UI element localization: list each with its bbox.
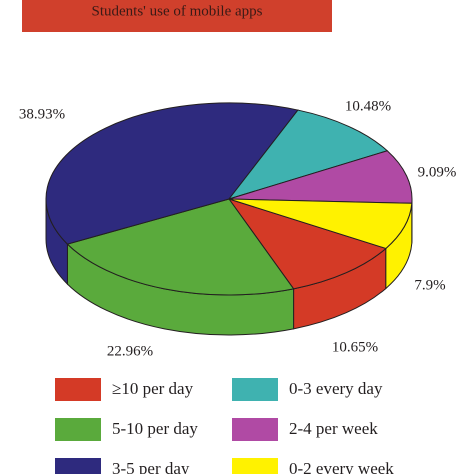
slice — [227, 109, 389, 200]
slice — [228, 150, 413, 204]
legend-label: ≥10 per day — [112, 379, 194, 398]
value-label: 22.96% — [107, 343, 153, 359]
slice — [227, 198, 387, 290]
slice — [45, 102, 299, 245]
value-label: 7.9% — [414, 277, 445, 293]
legend-label: 2-4 per week — [289, 419, 378, 438]
pie-tops — [45, 102, 413, 296]
value-labels: 10.65% 22.96% 38.93% 10.48% 9.09% 7.9% — [19, 98, 457, 359]
legend-swatch — [232, 378, 278, 401]
legend-swatch — [232, 418, 278, 441]
chart-title: Students' use of mobile apps — [91, 3, 262, 19]
value-label: 10.48% — [345, 98, 391, 114]
legend-swatch — [55, 458, 101, 474]
legend-swatch — [232, 458, 278, 474]
legend-label: 5-10 per day — [112, 419, 198, 438]
value-label: 10.65% — [332, 339, 378, 355]
legend-swatch — [55, 378, 101, 401]
slice — [228, 198, 413, 250]
value-label: 9.09% — [418, 164, 457, 180]
slice — [66, 198, 295, 296]
title-banner — [22, 0, 332, 32]
legend-swatch — [55, 418, 101, 441]
legend-label: 0-3 every day — [289, 379, 383, 398]
pie-sides — [45, 198, 413, 336]
legend: ≥10 per day 5-10 per day 3-5 per day 0-3 ev… — [55, 378, 394, 474]
value-label: 38.93% — [19, 106, 65, 122]
legend-label: 0-2 every week — [289, 459, 394, 474]
legend-label: 3-5 per day — [112, 459, 190, 474]
